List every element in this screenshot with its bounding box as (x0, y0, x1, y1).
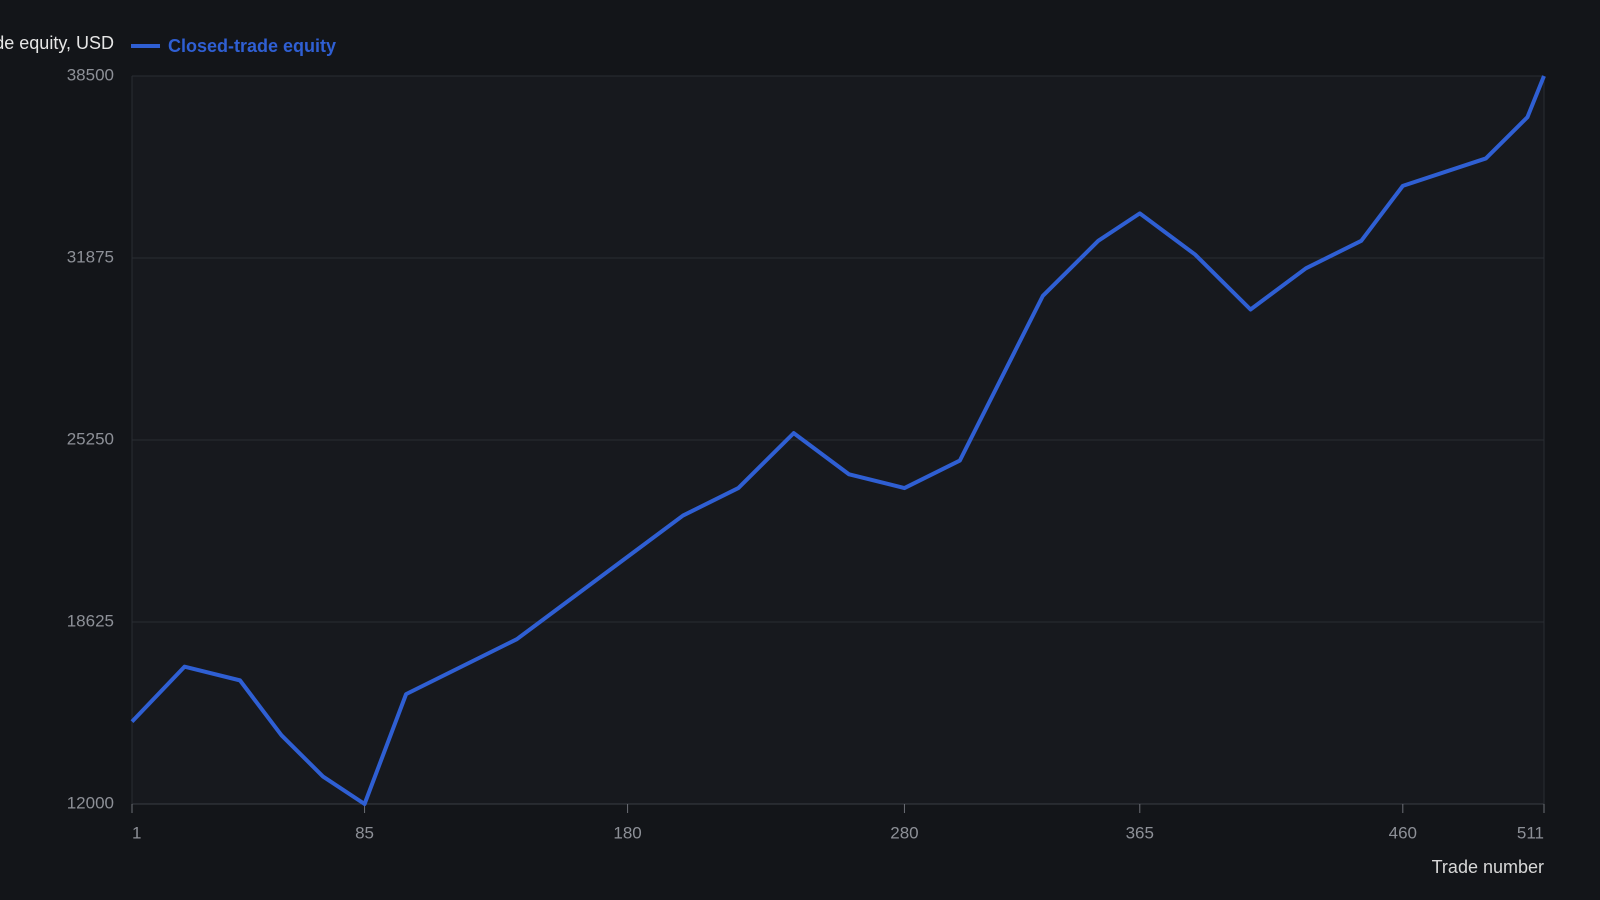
y-axis-label: Closed-trade equity, USD (0, 33, 114, 53)
y-tick-label: 12000 (67, 793, 114, 812)
x-tick-label: 180 (613, 823, 641, 842)
x-tick-label: 1 (132, 823, 141, 842)
y-tick-label: 25250 (67, 429, 114, 448)
y-tick-label: 18625 (67, 611, 114, 630)
equity-line (130, 75, 1546, 806)
legend-label: Closed-trade equity (168, 36, 336, 56)
y-tick-label: 38500 (67, 65, 114, 84)
x-tick-label: 365 (1126, 823, 1154, 842)
x-tick-label: 85 (355, 823, 374, 842)
x-tick-label: 460 (1389, 823, 1417, 842)
x-axis-label: Trade number (1432, 857, 1544, 877)
x-tick-label: 280 (890, 823, 918, 842)
x-tick-label: 511 (1517, 823, 1544, 842)
y-tick-label: 31875 (67, 247, 114, 266)
